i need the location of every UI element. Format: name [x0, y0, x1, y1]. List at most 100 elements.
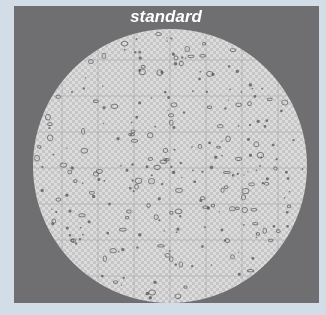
particle [146, 292, 149, 295]
particle [176, 228, 179, 231]
particle [53, 154, 55, 156]
particle [243, 224, 245, 226]
particle [179, 215, 181, 217]
particle [133, 190, 135, 192]
particle [75, 242, 77, 244]
particle [252, 88, 254, 90]
particle [192, 170, 194, 172]
particle [287, 177, 290, 180]
particle [289, 191, 291, 193]
particle [71, 166, 74, 169]
particle [92, 195, 95, 198]
particle [82, 182, 84, 184]
particle [166, 37, 167, 38]
particle [238, 125, 240, 127]
particle [261, 88, 263, 90]
particle [169, 250, 171, 252]
particle [106, 232, 109, 235]
particle [183, 111, 185, 113]
particle [286, 225, 289, 228]
particle [285, 171, 288, 174]
particle [170, 166, 172, 168]
particle [82, 234, 84, 236]
particle [247, 171, 248, 172]
particle [172, 53, 175, 56]
particle [212, 73, 215, 76]
particle [153, 281, 156, 284]
particle [206, 91, 208, 93]
image-title: standard [130, 7, 202, 26]
particle [134, 51, 136, 53]
particle [108, 203, 111, 206]
particle [207, 206, 210, 209]
particle [264, 125, 267, 128]
particle [167, 110, 168, 111]
particle [236, 70, 239, 73]
particle [249, 124, 251, 126]
particle [149, 296, 152, 299]
particle [185, 57, 186, 58]
particle [181, 56, 183, 58]
particle [193, 180, 196, 183]
particle [151, 97, 152, 98]
particle [256, 236, 257, 237]
particle [170, 37, 172, 39]
particle [224, 239, 226, 241]
particle [192, 90, 194, 92]
particle [135, 116, 138, 119]
particle [175, 263, 177, 265]
particle [126, 169, 129, 172]
particle [161, 183, 163, 185]
particle [191, 265, 193, 267]
particle [138, 51, 141, 54]
particle [129, 187, 132, 190]
particle [136, 246, 138, 248]
particle [221, 141, 222, 142]
particle [199, 71, 201, 73]
particle [173, 149, 175, 151]
particle [172, 171, 175, 174]
particle [138, 101, 141, 104]
particle [102, 85, 103, 86]
particle [85, 77, 86, 78]
particle [121, 248, 124, 251]
particle [158, 197, 161, 200]
particle [51, 222, 54, 225]
particle [69, 234, 72, 237]
particle [302, 168, 304, 170]
particle [176, 231, 178, 233]
particle [251, 257, 254, 260]
particle [167, 96, 170, 99]
particle [238, 273, 241, 276]
particle [180, 162, 182, 164]
particle [254, 95, 257, 98]
particle [224, 107, 226, 109]
particle [229, 89, 231, 91]
particle [68, 210, 71, 213]
particle [51, 209, 52, 210]
particle [158, 219, 160, 221]
particle [83, 87, 85, 89]
particle [232, 174, 235, 177]
particle [164, 91, 167, 94]
particle [241, 91, 242, 92]
particle [201, 171, 203, 173]
particle [103, 123, 104, 124]
particle [243, 174, 244, 175]
particle [220, 229, 223, 232]
page: {"title": "standard"} standard (() => { … [0, 0, 326, 315]
particle [131, 121, 133, 123]
particle [292, 139, 294, 141]
particle [101, 275, 104, 278]
viewer: standard [0, 0, 326, 315]
particle [135, 38, 137, 40]
particle [71, 91, 73, 93]
particle [259, 165, 261, 167]
particle [208, 141, 211, 144]
particle [132, 179, 134, 181]
particle [167, 41, 168, 42]
particle [228, 65, 231, 68]
particle [174, 62, 177, 65]
particle [172, 126, 175, 129]
particle [249, 83, 252, 86]
